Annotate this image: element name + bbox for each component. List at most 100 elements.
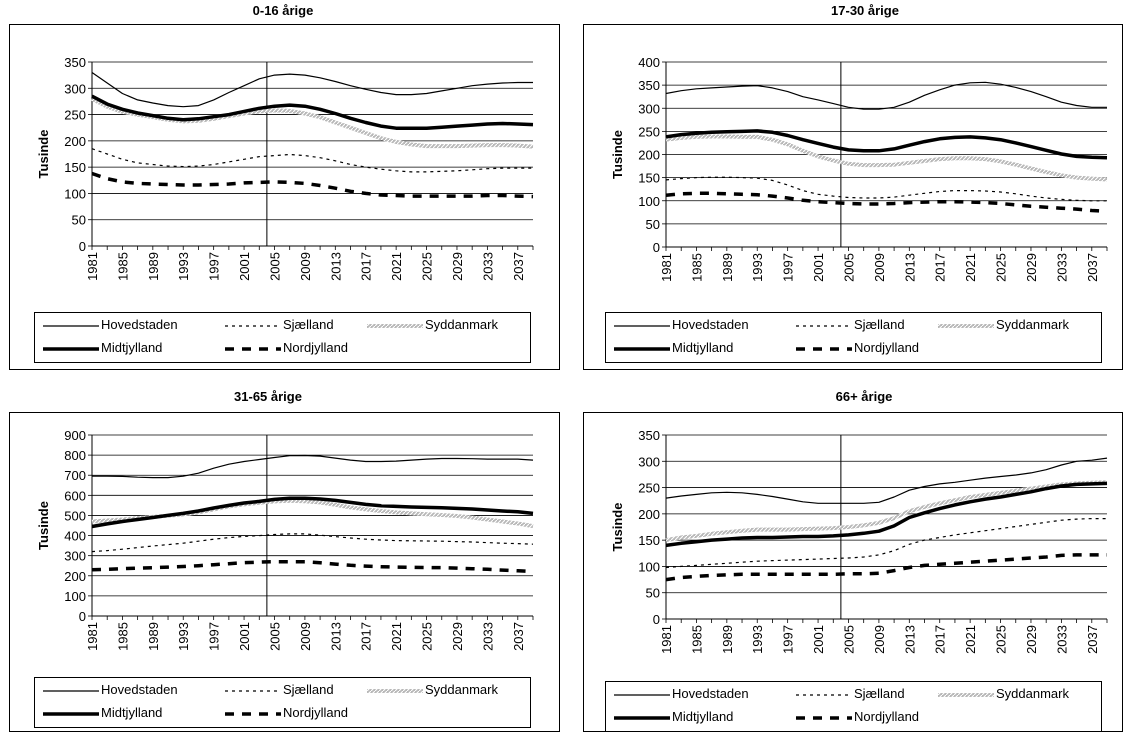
legend-label-nordjylland: Nordjylland <box>854 340 920 355</box>
x-tick-label: 2021 <box>963 625 978 654</box>
legend-swatch-syddanmark <box>367 324 423 328</box>
x-tick-label: 1993 <box>750 625 765 654</box>
y-tick-label: 800 <box>64 448 86 463</box>
x-tick-label: 2017 <box>933 253 948 282</box>
line-chart: 0 50 100 150 200 250 300 350 1981 1985 1989 1993 199… <box>36 55 534 281</box>
x-tick-label: 2017 <box>359 252 374 281</box>
y-tick-label: 100 <box>638 194 660 209</box>
x-tick-label: 2017 <box>359 622 374 651</box>
legend-swatch-sjaelland <box>225 325 281 327</box>
x-tick-label: 1997 <box>207 252 222 281</box>
y-tick-label: 900 <box>64 428 86 443</box>
x-tick-label: 1989 <box>146 252 161 281</box>
x-tick-label: 1985 <box>115 622 130 651</box>
y-tick-label: 0 <box>653 612 660 627</box>
chart-title: 0-16 årige <box>252 3 314 18</box>
y-tick-label: 200 <box>638 507 660 522</box>
y-tick-label: 400 <box>64 529 86 544</box>
y-tick-label: 250 <box>638 124 660 139</box>
x-tick-label: 1985 <box>115 252 130 281</box>
x-tick-label: 2025 <box>420 252 435 281</box>
x-tick-label: 2033 <box>1054 625 1069 654</box>
x-tick-label: 2029 <box>450 252 465 281</box>
legend-label-midtjylland: Midtjylland <box>101 340 163 355</box>
legend-label-sjaelland: Sjælland <box>283 317 334 332</box>
y-tick-label: 50 <box>646 217 660 232</box>
y-tick-label: 300 <box>638 454 660 469</box>
series-line-midtjylland <box>665 129 1108 160</box>
series-line-midtjylland <box>665 481 1108 548</box>
x-tick-label: 1981 <box>659 625 674 654</box>
y-tick-label: 600 <box>64 488 86 503</box>
legend-label-midtjylland: Midtjylland <box>672 340 734 355</box>
x-tick-label: 2009 <box>872 253 887 282</box>
x-tick-label: 2013 <box>902 625 917 654</box>
legend-swatch-nordjylland <box>796 347 852 351</box>
legend-label-nordjylland: Nordjylland <box>283 340 349 355</box>
legend: Hovedstaden Sjælland Syddanmark Midtjylland… <box>34 677 531 728</box>
chart-title: 66+ årige <box>835 389 893 404</box>
series-line-nordjylland <box>665 191 1108 214</box>
series-line-nordjylland <box>665 553 1107 582</box>
legend-swatch-nordjylland <box>225 347 281 351</box>
x-tick-label: 2009 <box>298 622 313 651</box>
x-tick-label: 2001 <box>237 252 252 281</box>
x-tick-label: 1993 <box>750 253 765 282</box>
y-tick-label: 250 <box>64 108 86 123</box>
y-tick-label: 250 <box>638 481 660 496</box>
y-tick-label: 150 <box>638 171 660 186</box>
series-line-syddanmark <box>665 480 1108 543</box>
y-tick-label: 150 <box>638 533 660 548</box>
series-line-hovedstaden <box>92 454 534 479</box>
x-tick-label: 2033 <box>480 622 495 651</box>
legend-swatch-midtjylland <box>614 347 670 351</box>
series-line-sjaelland <box>665 176 1107 202</box>
legend-swatch-hovedstaden <box>43 690 99 692</box>
legend-swatch-midtjylland <box>614 716 670 720</box>
legend-swatch-sjaelland <box>796 325 852 327</box>
x-tick-label: 2013 <box>328 252 343 281</box>
y-tick-label: 150 <box>64 160 86 175</box>
x-tick-label: 2009 <box>872 625 887 654</box>
x-tick-label: 1997 <box>781 253 796 282</box>
y-axis-label: Tusinde <box>36 130 51 179</box>
x-tick-label: 2005 <box>841 253 856 282</box>
x-tick-label: 1981 <box>85 252 100 281</box>
x-tick-label: 1981 <box>659 253 674 282</box>
x-tick-label: 1989 <box>720 253 735 282</box>
legend-label-syddanmark: Syddanmark <box>425 682 498 697</box>
legend-swatch-hovedstaden <box>614 325 670 327</box>
y-tick-label: 350 <box>638 428 660 443</box>
x-tick-label: 2021 <box>389 252 404 281</box>
legend-label-syddanmark: Syddanmark <box>996 317 1069 332</box>
x-tick-label: 2037 <box>511 622 526 651</box>
legend-swatch-midtjylland <box>43 347 99 351</box>
x-tick-label: 2025 <box>420 622 435 651</box>
legend: Hovedstaden Sjælland Syddanmark Midtjylland… <box>605 681 1102 732</box>
y-tick-label: 350 <box>64 55 86 70</box>
x-tick-label: 1997 <box>207 622 222 651</box>
legend-label-sjaelland: Sjælland <box>283 682 334 697</box>
series-line-hovedstaden <box>91 72 533 108</box>
y-tick-label: 50 <box>72 213 86 228</box>
x-tick-label: 2021 <box>963 253 978 282</box>
legend-swatch-midtjylland <box>43 712 99 716</box>
x-tick-label: 2037 <box>511 252 526 281</box>
y-tick-label: 200 <box>638 148 660 163</box>
line-chart: 0 50 100 150 200 250 300 350 400 1981 1985 1989 1993… <box>610 55 1108 282</box>
x-tick-label: 1985 <box>689 625 704 654</box>
series-line-nordjylland <box>91 171 534 199</box>
y-tick-label: 700 <box>64 468 86 483</box>
x-tick-label: 1993 <box>176 252 191 281</box>
legend-label-midtjylland: Midtjylland <box>101 705 163 720</box>
y-tick-label: 300 <box>64 81 86 96</box>
y-tick-label: 400 <box>638 55 660 70</box>
x-tick-label: 1989 <box>146 622 161 651</box>
legend-swatch-syddanmark <box>938 324 994 328</box>
legend-label-nordjylland: Nordjylland <box>283 705 349 720</box>
legend-label-nordjylland: Nordjylland <box>854 709 920 724</box>
x-tick-label: 2005 <box>267 622 282 651</box>
x-tick-label: 2009 <box>298 252 313 281</box>
x-tick-label: 2001 <box>811 625 826 654</box>
y-tick-label: 0 <box>79 239 86 254</box>
